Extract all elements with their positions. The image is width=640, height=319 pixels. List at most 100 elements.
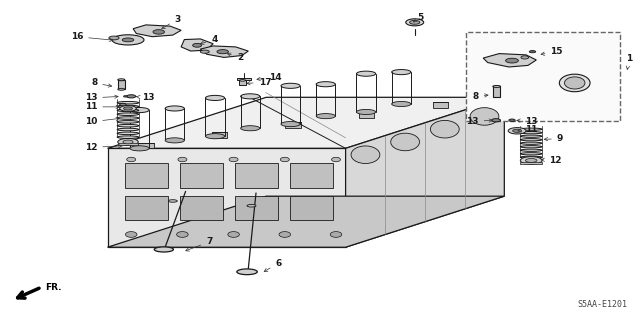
Ellipse shape (356, 109, 376, 115)
Ellipse shape (154, 247, 173, 252)
Ellipse shape (117, 109, 139, 112)
Ellipse shape (120, 103, 126, 106)
Bar (235, 196, 278, 220)
Text: 17: 17 (247, 78, 271, 87)
Ellipse shape (123, 140, 133, 144)
Ellipse shape (520, 152, 542, 155)
Ellipse shape (241, 94, 260, 99)
Ellipse shape (406, 19, 424, 26)
Ellipse shape (520, 145, 542, 148)
Bar (235, 163, 278, 188)
Ellipse shape (124, 96, 127, 97)
Bar (359, 112, 374, 118)
Text: 12: 12 (84, 143, 122, 152)
Ellipse shape (525, 159, 537, 162)
Text: 16: 16 (70, 32, 113, 41)
Ellipse shape (506, 58, 518, 63)
Ellipse shape (392, 101, 411, 107)
Ellipse shape (217, 49, 228, 54)
Ellipse shape (564, 77, 585, 89)
Polygon shape (108, 97, 504, 148)
Ellipse shape (130, 108, 149, 113)
Text: 13: 13 (517, 117, 538, 126)
Ellipse shape (520, 135, 542, 137)
Ellipse shape (280, 157, 289, 162)
Text: 6: 6 (264, 259, 282, 271)
Ellipse shape (153, 30, 164, 34)
Text: 3: 3 (162, 15, 181, 28)
Ellipse shape (431, 121, 460, 138)
Polygon shape (181, 39, 213, 51)
Ellipse shape (247, 204, 256, 207)
Ellipse shape (410, 20, 420, 24)
Ellipse shape (117, 124, 139, 127)
Text: 11: 11 (518, 125, 538, 134)
Ellipse shape (281, 122, 300, 127)
Ellipse shape (178, 157, 187, 162)
Text: 8: 8 (472, 92, 488, 101)
Bar (466, 32, 620, 121)
Ellipse shape (125, 232, 137, 237)
Ellipse shape (168, 200, 177, 202)
Ellipse shape (117, 136, 139, 138)
Bar (285, 122, 301, 128)
Text: 2: 2 (227, 53, 243, 62)
Ellipse shape (118, 79, 125, 81)
Ellipse shape (124, 107, 132, 110)
Ellipse shape (127, 157, 136, 162)
Text: 9: 9 (545, 134, 563, 143)
Bar (212, 132, 227, 138)
Ellipse shape (521, 56, 529, 59)
Text: 7: 7 (186, 237, 212, 251)
Polygon shape (108, 148, 346, 247)
Text: FR.: FR. (45, 283, 61, 292)
Polygon shape (133, 25, 181, 37)
Ellipse shape (165, 106, 184, 111)
Ellipse shape (117, 132, 139, 135)
Ellipse shape (509, 119, 515, 122)
Bar (493, 86, 500, 97)
Text: 4: 4 (200, 35, 218, 44)
Text: 8: 8 (91, 78, 112, 87)
Text: 13: 13 (84, 93, 118, 102)
Ellipse shape (117, 128, 139, 131)
Ellipse shape (356, 71, 376, 76)
Ellipse shape (392, 70, 411, 75)
Polygon shape (483, 54, 536, 67)
Ellipse shape (351, 146, 380, 164)
Ellipse shape (390, 133, 420, 151)
Ellipse shape (559, 74, 590, 92)
Ellipse shape (279, 232, 291, 237)
Ellipse shape (332, 157, 340, 162)
Polygon shape (108, 196, 504, 247)
Bar (239, 80, 246, 85)
Text: 1: 1 (626, 54, 632, 70)
Ellipse shape (117, 117, 139, 119)
Ellipse shape (520, 149, 542, 152)
Bar (125, 163, 168, 188)
Text: 10: 10 (85, 117, 119, 126)
Text: 12: 12 (541, 156, 562, 165)
Polygon shape (346, 97, 504, 247)
Ellipse shape (470, 108, 499, 125)
Ellipse shape (529, 51, 536, 53)
Text: 14: 14 (257, 73, 282, 82)
Ellipse shape (117, 105, 139, 108)
Bar (237, 78, 251, 80)
Ellipse shape (193, 43, 202, 47)
Ellipse shape (316, 114, 335, 119)
Ellipse shape (520, 128, 542, 130)
Bar (520, 162, 542, 164)
Ellipse shape (127, 95, 136, 98)
Polygon shape (200, 46, 248, 57)
Bar (180, 196, 223, 220)
Ellipse shape (493, 85, 500, 87)
Text: 13: 13 (136, 93, 155, 102)
Text: 11: 11 (84, 102, 119, 111)
Ellipse shape (118, 88, 125, 90)
Ellipse shape (241, 126, 260, 131)
Bar (180, 163, 223, 188)
Ellipse shape (117, 113, 139, 115)
Ellipse shape (316, 82, 335, 87)
Ellipse shape (118, 138, 138, 145)
